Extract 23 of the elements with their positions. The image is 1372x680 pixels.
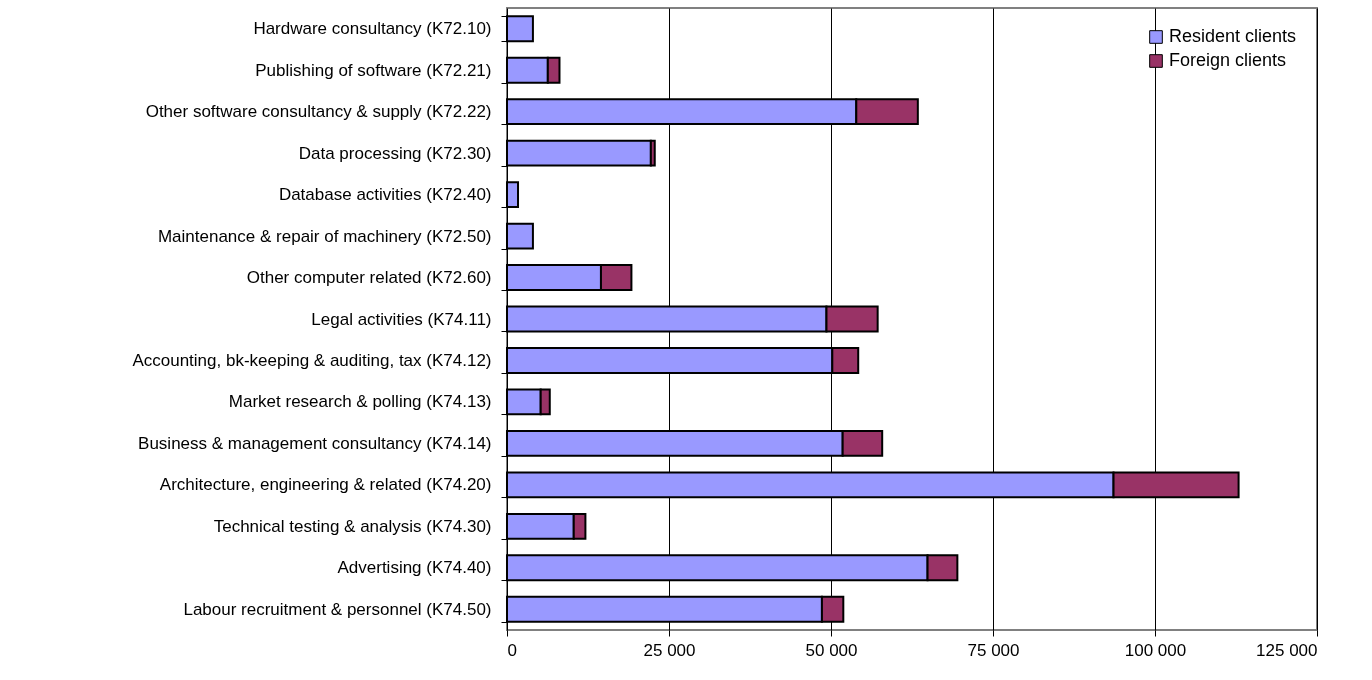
x-tick-label: 25 000 <box>643 640 696 660</box>
y-tick-label: Advertising (K74.40) <box>337 558 492 578</box>
x-tick-label: 50 000 <box>805 640 858 660</box>
y-tick-label: Database activities (K72.40) <box>278 185 492 205</box>
y-tick-label: Technical testing & analysis (K74.30) <box>213 516 492 536</box>
y-tick-label: Data processing (K72.30) <box>298 143 492 163</box>
y-tick-label: Other software consultancy & supply (K72.22) <box>145 102 492 122</box>
y-tick-label: Architecture, engineering & related (K74.20) <box>159 475 492 495</box>
y-tick-label: Hardware consultancy (K72.10) <box>253 19 492 39</box>
y-tick-label: Accounting, bk-keeping & auditing, tax (K74.12) <box>132 350 492 370</box>
y-tick-label: Maintenance & repair of machinery (K72.50) <box>157 226 492 246</box>
y-tick-label: Business & management consultancy (K74.14) <box>138 433 492 453</box>
y-tick-label: Other computer related (K72.60) <box>246 268 492 288</box>
y-tick-label: Market research & polling (K74.13) <box>228 392 492 412</box>
x-tick-label: 125 000 <box>1256 640 1318 660</box>
x-tick-label: 100 000 <box>1124 640 1187 660</box>
y-tick-label: Publishing of software (K72.21) <box>255 60 492 80</box>
legend-label: Foreign clients <box>1169 50 1287 70</box>
legend-label: Resident clients <box>1169 26 1297 46</box>
y-tick-label: Labour recruitment & personnel (K74.50) <box>183 599 492 619</box>
x-tick-label: 0 <box>507 640 517 660</box>
x-tick-label: 75 000 <box>967 640 1020 660</box>
y-tick-label: Legal activities (K74.11) <box>311 309 492 329</box>
